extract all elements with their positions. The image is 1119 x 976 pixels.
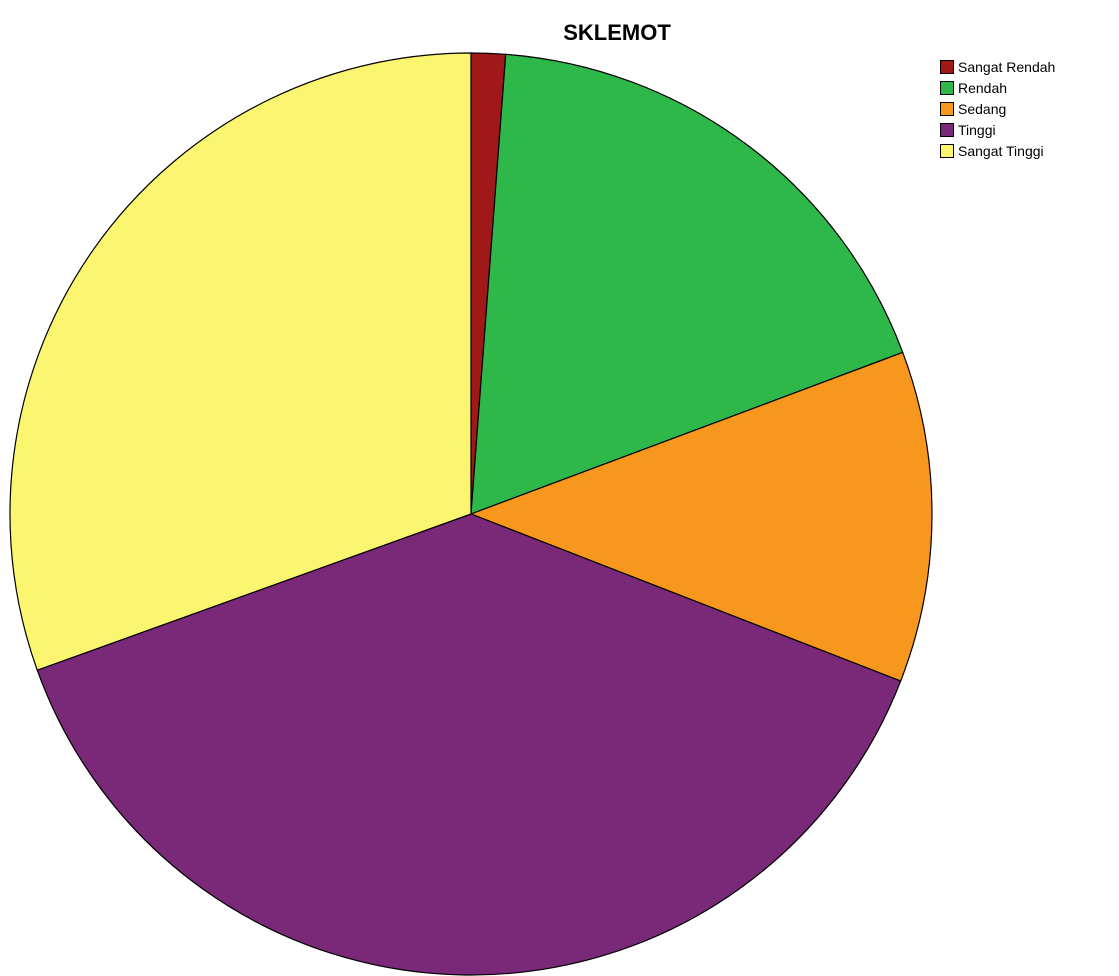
legend-item-rendah: Rendah	[940, 77, 1055, 98]
legend-swatch	[940, 80, 954, 95]
legend-label: Sangat Rendah	[958, 58, 1056, 75]
legend-item-tinggi: Tinggi	[940, 119, 1055, 140]
legend-label: Sedang	[958, 100, 1007, 117]
chart-legend: Sangat Rendah Rendah Sedang Tinggi Sangat Ti…	[940, 56, 1055, 161]
legend-swatch	[940, 101, 954, 116]
legend-label: Sangat Tinggi	[958, 142, 1044, 159]
legend-item-sangat-tinggi: Sangat Tinggi	[940, 140, 1055, 161]
legend-label: Tinggi	[958, 121, 996, 138]
legend-item-sangat-rendah: Sangat Rendah	[940, 56, 1055, 77]
legend-swatch	[940, 59, 954, 74]
pie-slice-tinggi	[36, 513, 902, 976]
legend-swatch	[940, 122, 954, 137]
chart-title: SKLEMOT	[563, 20, 671, 45]
pie-slice-sangat-tinggi	[9, 52, 472, 671]
legend-swatch	[940, 143, 954, 158]
legend-label: Rendah	[958, 79, 1008, 96]
pie-slice-rendah	[470, 53, 904, 515]
pie-slice-sedang	[469, 351, 933, 682]
legend-item-sedang: Sedang	[940, 98, 1055, 119]
pie-slices	[9, 52, 933, 976]
